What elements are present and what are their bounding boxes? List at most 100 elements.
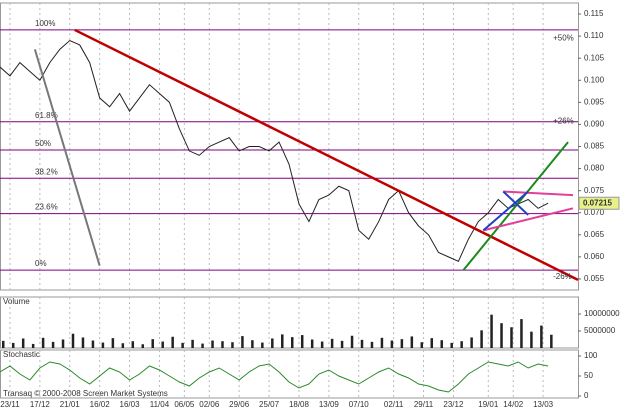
x-tick-label: 16/02 [90,400,111,409]
y-tick-label: 0.115 [584,9,604,18]
fib-label: 50% [35,139,51,148]
x-tick-label: 14/02 [503,400,524,409]
x-tick-label: 16/03 [120,400,141,409]
y-tick-label: 0.060 [584,252,605,261]
bar [151,339,154,348]
bar [420,342,424,348]
bar [31,343,35,348]
y-tick-label: 0.095 [584,97,605,106]
bar [370,341,374,348]
bar [340,340,344,348]
bar [281,334,284,348]
panel [0,349,579,399]
y-tick-label: 100 [584,351,598,360]
annotation: +26% [553,116,574,125]
bar [181,342,184,348]
panel [0,296,579,349]
bar [430,338,434,348]
fib-label: 100% [35,19,55,28]
bar [171,336,174,348]
bar [460,341,463,348]
bar [520,319,523,348]
bar [400,339,404,348]
bar [490,314,493,348]
y-tick-label: 0.105 [584,53,605,62]
footer: Transaq © 2000-2008 Screen Market System… [3,389,168,398]
bar [330,338,334,348]
annotation: -26% [553,272,572,281]
trendline [483,207,574,232]
y-tick-label: 0.100 [584,75,605,84]
bar [241,336,244,348]
bar [41,337,45,348]
bar [540,325,543,348]
x-tick-label: 25/07 [259,400,280,409]
bar [61,339,65,348]
trendline [502,190,529,216]
bar [300,335,304,348]
bar [141,344,145,348]
bar [231,342,234,348]
bar [71,333,75,348]
bar [510,327,513,348]
y-tick-label: 0.080 [584,164,605,173]
bar [131,341,135,348]
bar [390,340,394,348]
x-tick-label: 13/09 [319,400,340,409]
y-tick-label: 0.065 [584,230,605,239]
bar [500,323,503,348]
bar [111,338,115,348]
bar [201,343,204,348]
bar [530,331,533,348]
panel-title: Stochastic [3,350,40,359]
y-tick-label: 0.075 [584,186,605,195]
bar [410,336,414,348]
trendline [33,49,101,267]
x-tick-label: 18/08 [289,400,310,409]
y-tick-label: 0.110 [584,31,604,40]
bar [550,334,553,348]
x-tick-label: 23/12 [443,400,464,409]
x-tick-label: 07/10 [349,400,370,409]
series-line [0,39,549,262]
bar [271,338,274,348]
y-tick-label: 0.055 [584,274,605,283]
annotation: +50% [553,33,574,42]
series-line [0,361,549,393]
x-tick-label: 23/11 [0,400,20,409]
bar [2,340,5,348]
bar [101,342,105,348]
trendline [74,28,579,281]
y-tick-label: 10000000 [584,309,620,318]
bar [320,341,324,348]
y-tick-label: 0.070 [584,208,605,217]
bar [191,339,194,348]
trendline [503,190,574,197]
x-tick-label: 29/11 [414,400,434,409]
bar [51,341,55,348]
x-tick-label: 21/01 [60,400,81,409]
trendline [462,141,569,271]
trendline [482,190,529,232]
bar [261,342,264,348]
bar [350,335,354,348]
y-tick-label: 0.090 [584,120,605,129]
panel-title: Volume [3,297,30,306]
y-tick-label: 50 [584,371,593,380]
bar [11,342,15,348]
bar [480,330,483,348]
y-tick-label: 0 [584,391,589,400]
bar [440,340,443,348]
x-tick-label: 06/05 [174,400,195,409]
x-tick-label: 19/01 [478,400,499,409]
bar [81,337,85,348]
x-tick-label: 17/12 [30,400,51,409]
bar [251,340,254,348]
x-tick-label: 13/03 [533,400,554,409]
x-tick-label: 11/04 [150,400,170,409]
bar [470,337,473,348]
bar [310,339,314,348]
last-price-label: 0.07215 [583,198,612,207]
y-tick-label: 5000000 [584,326,616,335]
